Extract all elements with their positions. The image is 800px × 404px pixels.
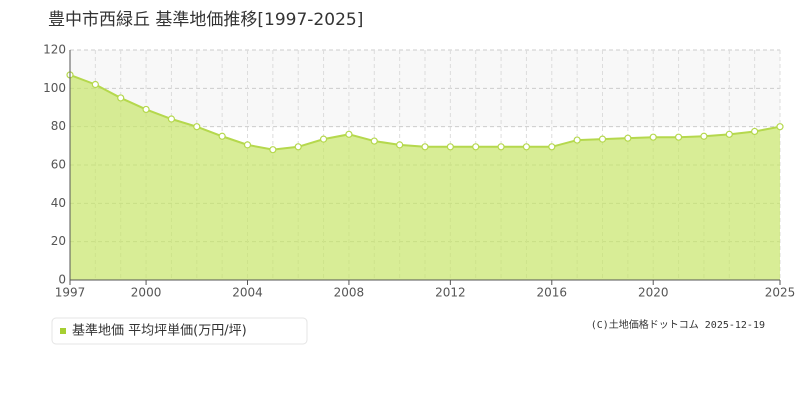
data-point	[218, 132, 226, 140]
data-point	[446, 143, 454, 151]
data-point	[370, 137, 378, 145]
x-tick-label: 2025	[765, 286, 796, 300]
x-tick-label: 2012	[435, 286, 466, 300]
data-point	[345, 130, 353, 138]
data-point	[193, 123, 201, 131]
data-point	[472, 143, 480, 151]
data-point	[725, 130, 733, 138]
legend-swatch	[60, 328, 66, 334]
y-tick-label: 20	[51, 234, 66, 248]
data-point	[243, 141, 252, 149]
data-point	[548, 143, 556, 151]
data-point	[497, 143, 505, 151]
x-tick-label: 2008	[334, 286, 365, 300]
attribution: (C)土地価格ドットコム 2025-12-19	[591, 318, 765, 331]
chart-title: 豊中市西緑丘 基準地価推移[1997-2025]	[48, 10, 363, 30]
x-tick-label: 2000	[131, 286, 162, 300]
data-point	[117, 94, 125, 102]
data-point	[421, 143, 429, 151]
data-point	[674, 133, 683, 141]
y-tick-label: 40	[51, 196, 66, 210]
data-point	[598, 135, 607, 143]
data-point	[522, 143, 531, 151]
x-tick-label: 2016	[537, 286, 568, 300]
y-tick-label: 80	[51, 119, 66, 133]
data-point	[649, 133, 657, 141]
data-point	[142, 105, 150, 114]
data-point	[319, 135, 328, 143]
y-tick-label: 0	[58, 273, 66, 287]
data-point	[751, 127, 759, 136]
data-point	[396, 141, 404, 149]
x-tick-label: 1997	[55, 286, 86, 300]
legend-label: 基準地価 平均坪単価(万円/坪)	[72, 323, 247, 339]
data-point	[624, 134, 632, 142]
legend-box	[51, 317, 308, 345]
data-point	[294, 143, 302, 151]
data-point	[573, 136, 581, 144]
y-tick-label: 120	[43, 43, 66, 57]
data-point	[167, 115, 176, 123]
data-point	[91, 80, 99, 89]
data-point	[700, 132, 708, 140]
data-point	[269, 146, 277, 154]
y-tick-label: 60	[51, 158, 66, 172]
area-fill	[70, 74, 780, 281]
x-tick-label: 2004	[232, 286, 263, 300]
data-point	[776, 123, 784, 131]
x-tick-label: 2020	[638, 286, 669, 300]
y-tick-label: 100	[43, 81, 66, 95]
